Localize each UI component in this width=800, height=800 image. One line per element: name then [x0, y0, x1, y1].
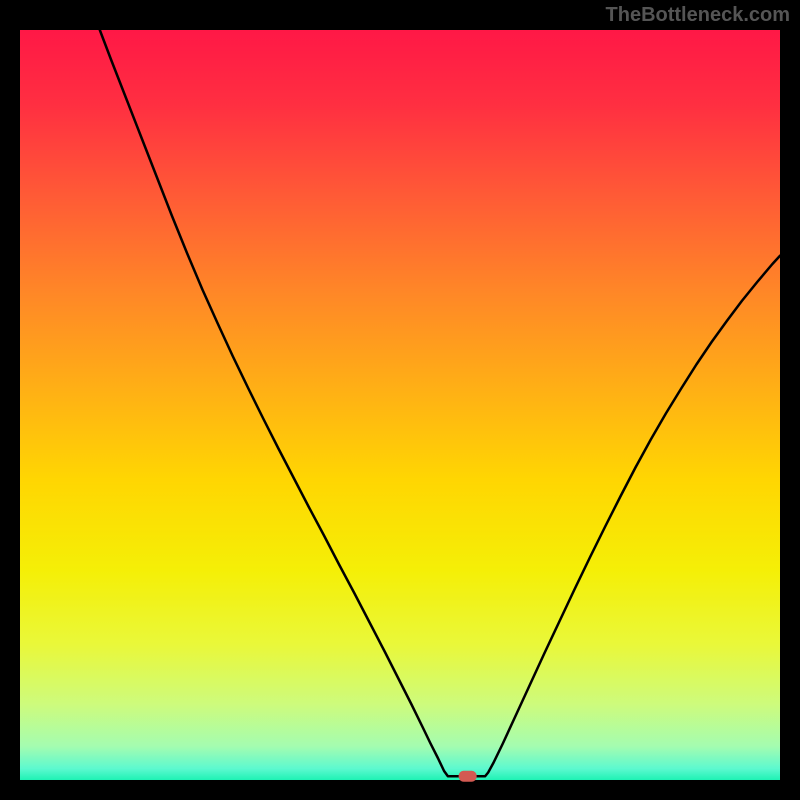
chart-container: TheBottleneck.com [0, 0, 800, 800]
v-curve-chart [0, 0, 800, 800]
watermark-text: TheBottleneck.com [606, 4, 790, 27]
plot-background [20, 30, 780, 780]
optimum-marker [459, 771, 477, 782]
